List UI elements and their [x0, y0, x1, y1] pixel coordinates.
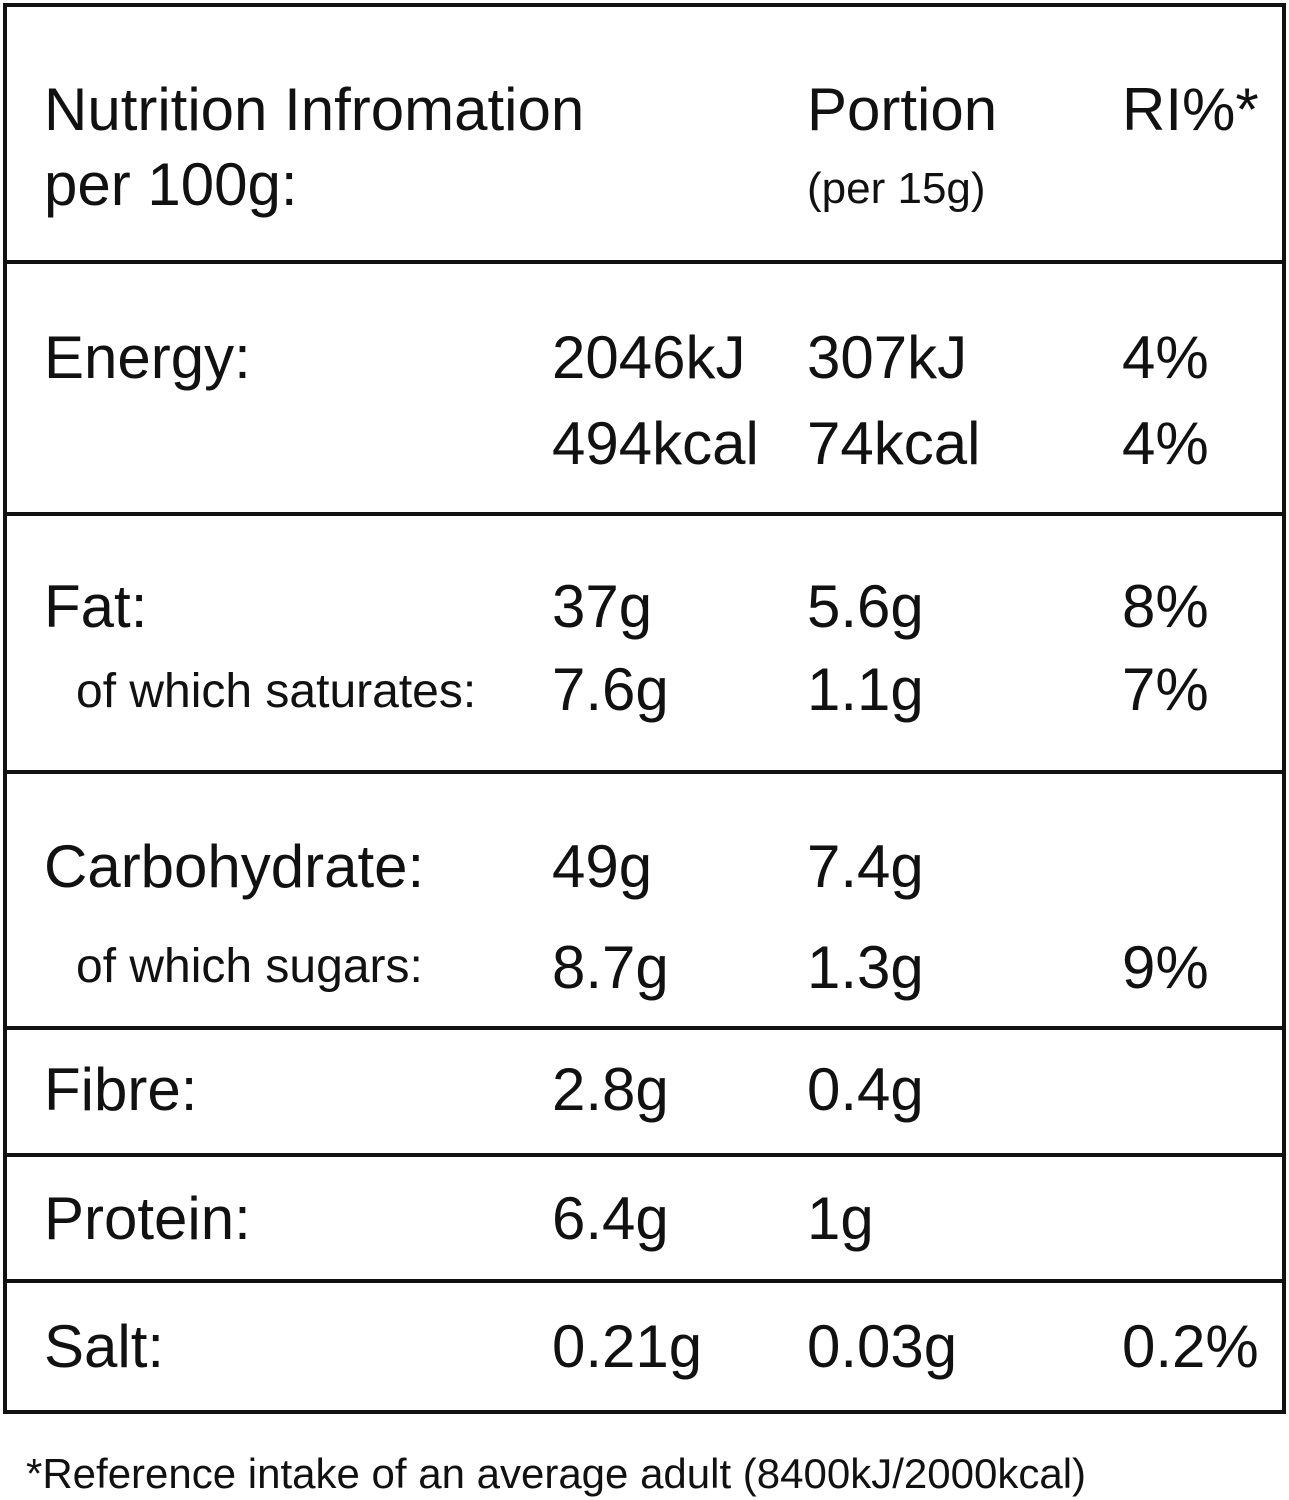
portion: 1g	[807, 1185, 874, 1252]
portion: 307kJ	[807, 324, 967, 391]
row-label: Carbohydrate:	[44, 833, 424, 900]
ri: 4%	[1122, 324, 1209, 391]
portion: 1.3g	[807, 934, 924, 1001]
ri: 7%	[1122, 656, 1209, 723]
row-label: Fibre:	[44, 1056, 197, 1123]
row-label: Salt:	[44, 1313, 164, 1380]
per-100g: 0.21g	[552, 1313, 702, 1380]
ri: 9%	[1122, 934, 1209, 1001]
ri: 4%	[1122, 410, 1209, 477]
header-ri: RI%*	[1122, 76, 1259, 143]
per-100g: 6.4g	[552, 1185, 669, 1252]
portion: 5.6g	[807, 573, 924, 640]
footnote: *Reference intake of an average adult (8…	[26, 1450, 1086, 1497]
per-100g: 2046kJ	[552, 324, 745, 391]
ri: 8%	[1122, 573, 1209, 640]
header-portion: Portion	[807, 76, 997, 143]
header-portion-note: (per 15g)	[807, 164, 986, 213]
header-title: Nutrition Infromation	[44, 76, 584, 143]
portion: 1.1g	[807, 656, 924, 723]
row-sublabel: of which saturates:	[76, 665, 476, 718]
per-100g: 2.8g	[552, 1056, 669, 1123]
row-sublabel: of which sugars:	[76, 940, 423, 993]
per-100g: 37g	[552, 573, 652, 640]
ri: 0.2%	[1122, 1313, 1259, 1380]
per-100g: 49g	[552, 833, 652, 900]
per-100g: 7.6g	[552, 656, 669, 723]
row-label: Fat:	[44, 573, 147, 640]
row-label: Energy:	[44, 324, 251, 391]
header-title: per 100g:	[44, 151, 298, 218]
per-100g: 8.7g	[552, 934, 669, 1001]
portion: 74kcal	[807, 410, 980, 477]
portion: 7.4g	[807, 833, 924, 900]
per-100g: 494kcal	[552, 410, 759, 477]
row-label: Protein:	[44, 1185, 251, 1252]
portion: 0.4g	[807, 1056, 924, 1123]
portion: 0.03g	[807, 1313, 957, 1380]
table-border	[3, 3, 1286, 1414]
